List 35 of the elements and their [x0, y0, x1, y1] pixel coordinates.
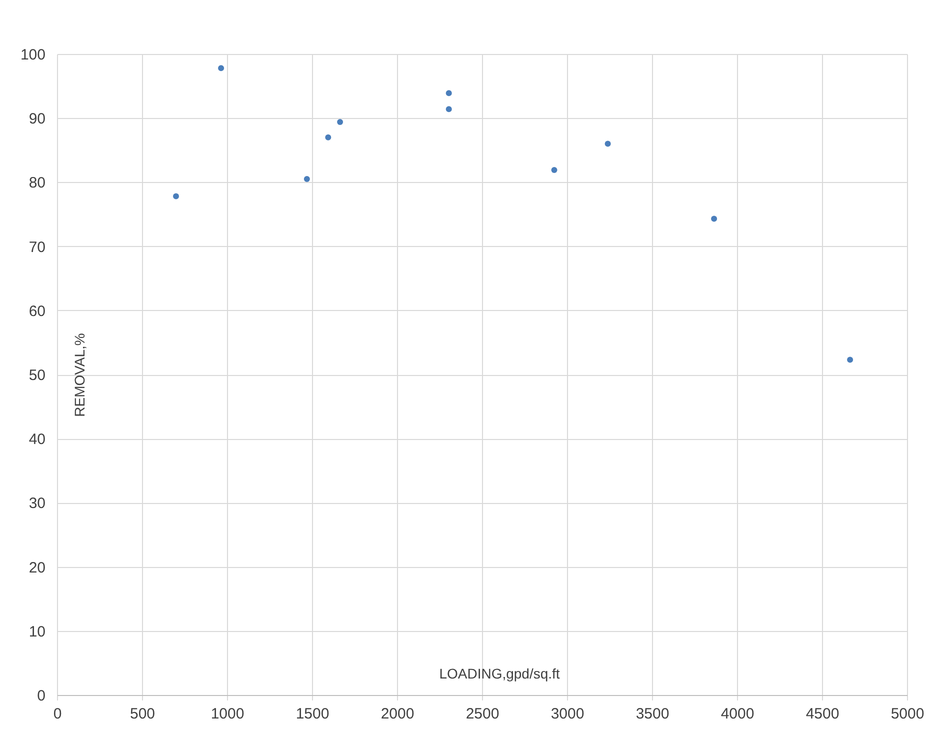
- point: [551, 167, 558, 174]
- x-tick-label: 4000: [720, 706, 754, 722]
- point: [304, 176, 310, 182]
- x-axis-title: LOADING,gpd/sq.ft: [439, 666, 560, 682]
- x-tick-label: 2500: [466, 706, 500, 722]
- y-tick-label: 10: [28, 623, 46, 640]
- y-tick-label: 70: [28, 238, 46, 256]
- point: [173, 193, 179, 200]
- point: [847, 356, 854, 363]
- point: [218, 65, 224, 72]
- point: [446, 106, 452, 112]
- y-tick-label: 80: [28, 174, 46, 192]
- y-tick-label: 100: [20, 46, 46, 64]
- y-tick-label: 60: [28, 302, 46, 320]
- y-tick-label: 50: [28, 367, 46, 384]
- point: [337, 118, 344, 125]
- x-tick-label: 1000: [210, 706, 244, 722]
- x-tick-label: 0: [53, 706, 62, 722]
- y-tick-label: 20: [28, 559, 46, 576]
- y-tick-label: 40: [28, 431, 46, 448]
- x-tick-label: 4500: [806, 706, 840, 722]
- x-tick-label: 500: [130, 706, 156, 722]
- point: [446, 90, 452, 96]
- x-tick-label: 5000: [890, 706, 924, 722]
- point: [325, 134, 332, 140]
- y-axis-title: REMOVAL,%: [72, 333, 88, 417]
- y-tick-label: 30: [28, 495, 46, 512]
- x-tick-label: 3000: [550, 706, 584, 722]
- x-tick-label: 1500: [296, 706, 330, 722]
- y-tick-label: 90: [28, 110, 46, 128]
- x-tick-label: 2000: [380, 706, 414, 722]
- x-tick-label: 3500: [636, 706, 670, 722]
- point: [604, 140, 611, 147]
- y-tick-label: 0: [37, 688, 46, 704]
- point: [711, 216, 718, 222]
